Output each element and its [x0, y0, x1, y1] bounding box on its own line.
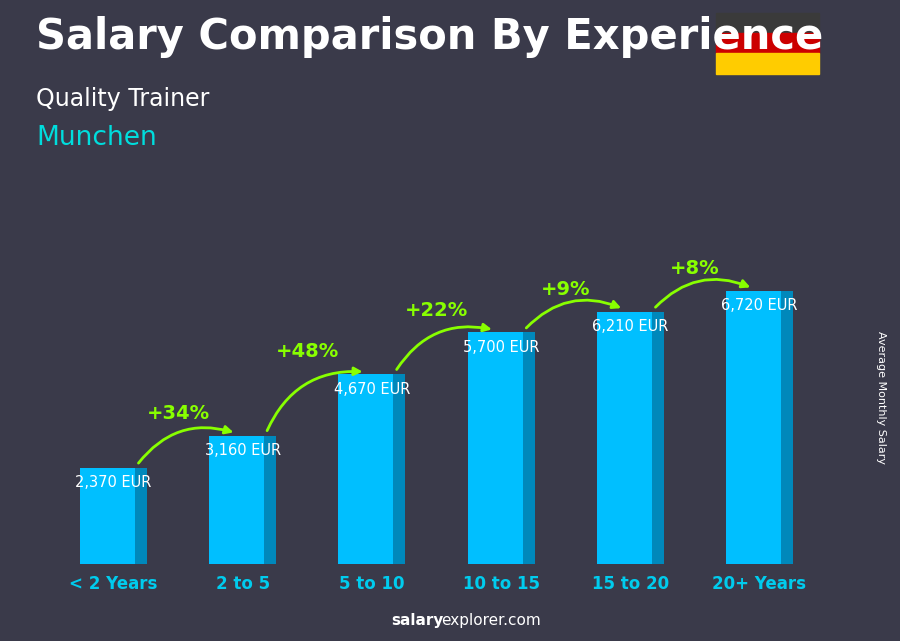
- Text: salary: salary: [392, 613, 444, 628]
- Bar: [523, 333, 535, 564]
- Text: +9%: +9%: [541, 279, 590, 299]
- Bar: [265, 436, 276, 564]
- Text: 5,700 EUR: 5,700 EUR: [463, 340, 539, 354]
- Bar: [80, 468, 147, 564]
- Bar: [726, 291, 793, 564]
- Text: 6,720 EUR: 6,720 EUR: [721, 298, 797, 313]
- Text: 2,370 EUR: 2,370 EUR: [76, 475, 152, 490]
- Bar: [716, 33, 819, 53]
- Bar: [467, 333, 535, 564]
- Text: 4,670 EUR: 4,670 EUR: [334, 381, 410, 397]
- Bar: [781, 291, 793, 564]
- Text: +34%: +34%: [147, 404, 210, 423]
- Text: Quality Trainer: Quality Trainer: [36, 87, 210, 110]
- Text: +22%: +22%: [405, 301, 468, 319]
- Text: +8%: +8%: [670, 259, 720, 278]
- Bar: [393, 374, 406, 564]
- Text: explorer.com: explorer.com: [441, 613, 541, 628]
- Text: Average Monthly Salary: Average Monthly Salary: [877, 331, 886, 464]
- Bar: [209, 436, 276, 564]
- Bar: [338, 374, 406, 564]
- Text: +48%: +48%: [275, 342, 339, 362]
- Bar: [716, 13, 819, 33]
- Text: 6,210 EUR: 6,210 EUR: [592, 319, 669, 334]
- Bar: [716, 53, 819, 74]
- Bar: [652, 312, 664, 564]
- Text: Salary Comparison By Experience: Salary Comparison By Experience: [36, 16, 824, 58]
- Bar: [597, 312, 664, 564]
- Text: 3,160 EUR: 3,160 EUR: [204, 443, 281, 458]
- Bar: [135, 468, 147, 564]
- Text: Munchen: Munchen: [36, 125, 157, 151]
